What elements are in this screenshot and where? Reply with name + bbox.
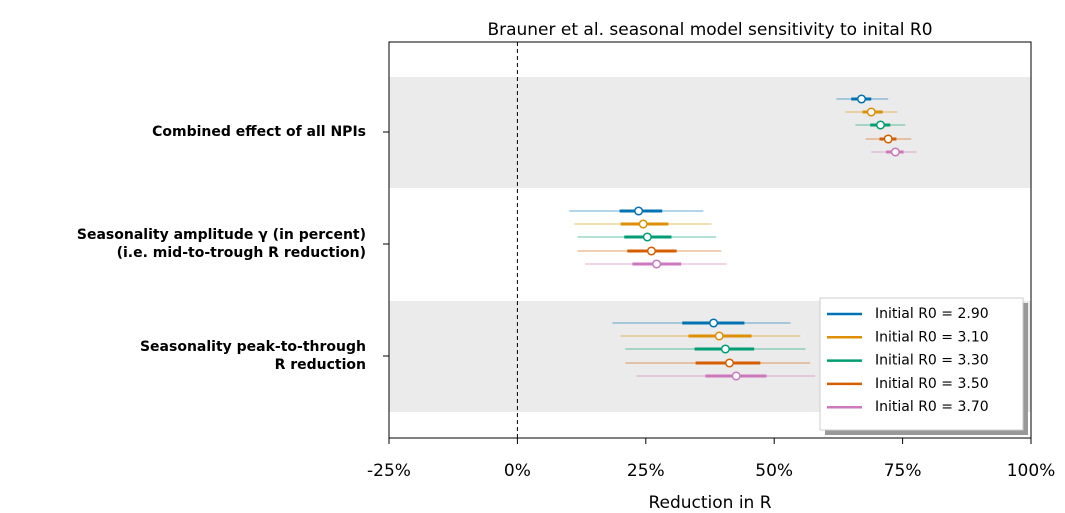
point-estimate [714, 331, 724, 341]
x-tick-label: 0% [504, 461, 531, 481]
legend-label: Initial R0 = 3.30 [875, 353, 989, 369]
legend-label: Initial R0 = 2.90 [875, 306, 989, 322]
point-estimate [724, 358, 735, 368]
point-estimate [866, 107, 876, 117]
point-estimate [890, 147, 900, 157]
point-estimate [883, 134, 893, 144]
legend-label: Initial R0 = 3.70 [875, 399, 989, 415]
point-estimate [638, 219, 648, 229]
x-tick-label: 75% [884, 461, 922, 481]
legend-label: Initial R0 = 3.10 [875, 329, 989, 345]
point-estimate [720, 344, 730, 354]
x-tick-label: 100% [1007, 461, 1056, 481]
row-band [389, 77, 1031, 188]
y-tick-label: Seasonality amplitude γ (in percent) (i.… [76, 227, 366, 261]
point-estimate [634, 206, 644, 216]
point-estimate [731, 371, 741, 381]
point-estimate [875, 120, 886, 130]
y-tick-label: Seasonality peak-to-through R reduction [139, 339, 366, 373]
point-estimate [856, 94, 867, 104]
y-tick-label: Combined effect of all NPIs [152, 124, 366, 140]
point-estimate [642, 232, 652, 242]
plot-frame [388, 41, 1032, 439]
point-estimate [652, 259, 662, 269]
x-axis-label: Reduction in R [648, 493, 771, 513]
x-tick-label: 50% [755, 461, 793, 481]
legend-label: Initial R0 = 3.50 [875, 376, 989, 392]
point-estimate [646, 246, 656, 256]
x-tick-label: -25% [367, 461, 411, 481]
chart-title: Brauner et al. seasonal model sensitivit… [487, 20, 932, 40]
point-estimate [709, 318, 719, 328]
x-tick-label: 25% [627, 461, 665, 481]
